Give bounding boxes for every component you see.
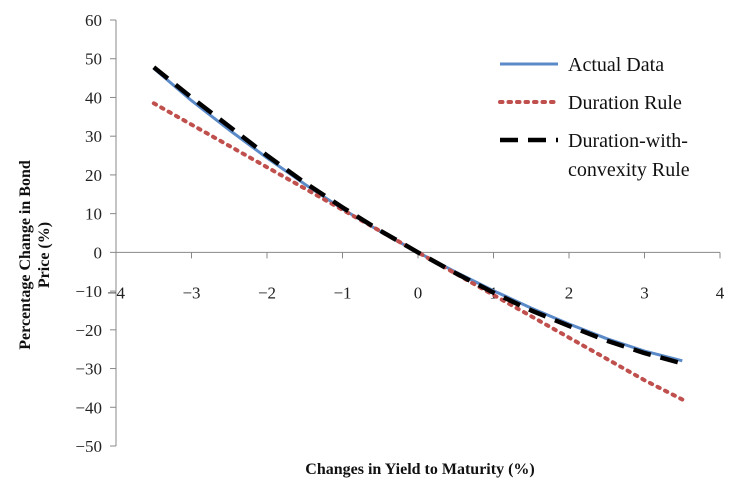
y-tick-label: 60	[85, 11, 102, 30]
axes	[110, 19, 721, 447]
y-tick-label: 50	[85, 50, 102, 69]
x-tick-label: −3	[182, 283, 200, 302]
y-axis-title: Percentage Change in Bond Price (%)	[17, 160, 53, 350]
x-axis-title: Changes in Yield to Maturity (%)	[305, 461, 534, 478]
y-tick-label: 40	[85, 88, 102, 107]
series-line-3	[152, 65, 683, 366]
x-tick-label: −1	[333, 283, 351, 302]
y-tick-label: 30	[85, 127, 102, 146]
x-tick-label: 4	[716, 283, 725, 302]
legend-label-1: Actual Data	[568, 54, 664, 76]
x-tick-label: 3	[640, 283, 649, 302]
y-tick-label: −30	[75, 360, 102, 379]
legend-label-3: Duration-with-convexity Rule	[568, 130, 690, 181]
x-tick-label: 2	[565, 283, 574, 302]
y-tick-label: 20	[85, 166, 102, 185]
series-line-2	[151, 101, 685, 402]
legend: Actual Data Duration Rule Duration-with-co…	[498, 54, 690, 181]
y-tick-label: −10	[75, 282, 102, 301]
x-tick-label: −2	[258, 283, 276, 302]
y-tick-label: −20	[75, 321, 102, 340]
x-tick-label: −4	[107, 283, 126, 302]
y-axis-title-line-1: Percentage Change in Bond	[17, 160, 34, 350]
y-tick-label: −40	[75, 398, 102, 417]
y-tick-label: 10	[85, 205, 102, 224]
series-lines	[151, 65, 685, 402]
y-tick-label: 0	[94, 243, 103, 262]
y-axis-title-line-2: Price (%)	[36, 222, 53, 288]
y-tick-label: −50	[75, 437, 102, 456]
legend-label-2: Duration Rule	[568, 92, 682, 114]
x-tick-label: 0	[414, 283, 423, 302]
